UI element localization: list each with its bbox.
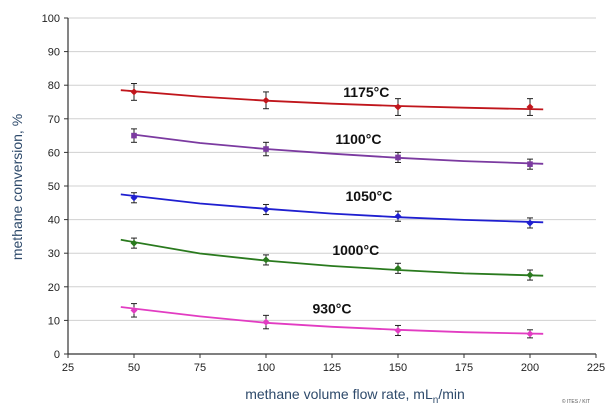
credit-text: © ITES / KIT [562,398,590,405]
x-axis-title: methane volume flow rate, mLn/min [245,386,465,405]
data-point [526,271,534,279]
y-tick-label: 0 [54,349,60,361]
y-tick-label: 80 [48,80,60,92]
data-point [527,161,533,167]
fit-line-series-4 [120,306,544,335]
data-point [131,132,137,139]
y-tick-label: 100 [42,13,60,25]
x-tick-label: 100 [257,362,275,374]
fit-line-series-3 [120,238,544,277]
y-tick-label: 90 [48,47,60,59]
data-point [526,219,534,227]
data-point [394,103,402,111]
data-point [395,154,401,161]
data-point [262,318,270,326]
x-tick-label: 150 [389,362,407,374]
data-point [526,330,534,338]
series-label: 1100°C [335,131,381,147]
data-point [262,206,270,214]
data-points [130,83,534,339]
data-point [394,212,402,220]
y-axis-title: methane conversion, % [9,114,25,260]
y-tick-label: 20 [48,282,60,294]
y-tick-label: 40 [48,215,60,227]
fit-line-series-2 [120,193,544,224]
y-tick-label: 70 [48,114,60,126]
x-tick-label: 25 [62,362,74,374]
data-point [130,88,138,96]
x-tick-label: 200 [521,362,539,374]
y-tick-label: 60 [48,147,60,159]
data-point [262,256,270,264]
data-point [526,103,534,111]
series-labels: 1175°C 1100°C 1050°C 1000°C 930°C [312,84,392,317]
series-label: 1175°C [343,84,389,100]
fit-line-series-1 [133,133,544,165]
y-tick-label: 30 [48,248,60,260]
fit-lines [120,89,544,335]
series-label: 930°C [312,301,351,317]
data-point [263,146,269,152]
series-label: 1050°C [346,188,393,204]
data-point [262,96,270,104]
y-tick-label: 10 [48,315,60,327]
data-point [130,194,138,202]
data-point [130,239,138,247]
data-point [394,264,402,272]
x-tick-label: 75 [194,362,206,374]
data-point [394,326,402,334]
y-tick-label: 50 [48,181,60,193]
axes: 0 10 20 30 40 50 60 70 80 90 100 25 50 75 100 125 150 175… [42,13,606,374]
data-point [130,306,138,314]
series-label: 1000°C [332,242,379,258]
x-tick-label: 175 [455,362,473,374]
fit-line-series-0 [120,89,544,111]
x-tick-label: 125 [323,362,341,374]
x-tick-label: 225 [587,362,605,374]
x-tick-label: 50 [128,362,140,374]
grid [68,17,596,321]
